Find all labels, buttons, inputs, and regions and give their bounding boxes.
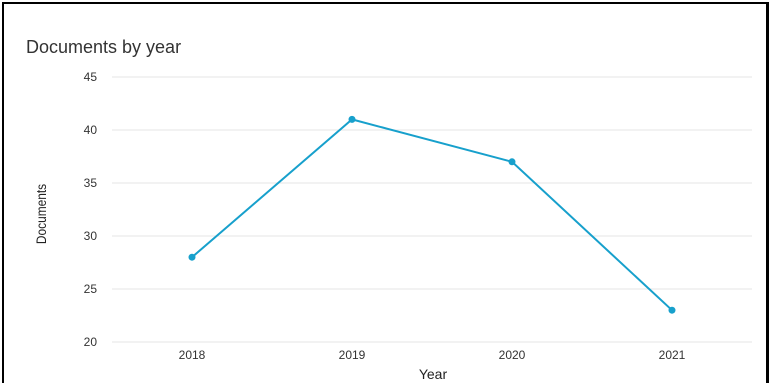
x-tick-label: 2021	[659, 348, 686, 362]
y-tick-label: 40	[84, 123, 98, 137]
chart-title: Documents by year	[26, 37, 182, 57]
y-axis-label: Documents	[33, 183, 49, 244]
y-tick-label: 20	[84, 335, 98, 349]
y-tick-label: 30	[84, 229, 98, 243]
y-tick-labels: 20 25 30 35 40 45	[84, 70, 98, 349]
data-point-2021[interactable]	[668, 306, 676, 314]
x-tick-labels: 2018 2019 2020 2021	[179, 348, 686, 362]
x-axis-label: Year	[419, 366, 448, 382]
y-tick-label: 35	[84, 176, 98, 190]
series-line	[191, 118, 673, 311]
data-point-2020[interactable]	[508, 158, 516, 166]
y-tick-label: 45	[84, 70, 98, 84]
y-tick-label: 25	[84, 282, 98, 296]
x-tick-label: 2020	[499, 348, 526, 362]
data-points	[188, 115, 676, 314]
gridlines	[112, 76, 752, 343]
x-tick-label: 2018	[179, 348, 206, 362]
data-point-2018[interactable]	[188, 253, 196, 261]
x-tick-label: 2019	[339, 348, 366, 362]
data-point-2019[interactable]	[348, 115, 356, 123]
